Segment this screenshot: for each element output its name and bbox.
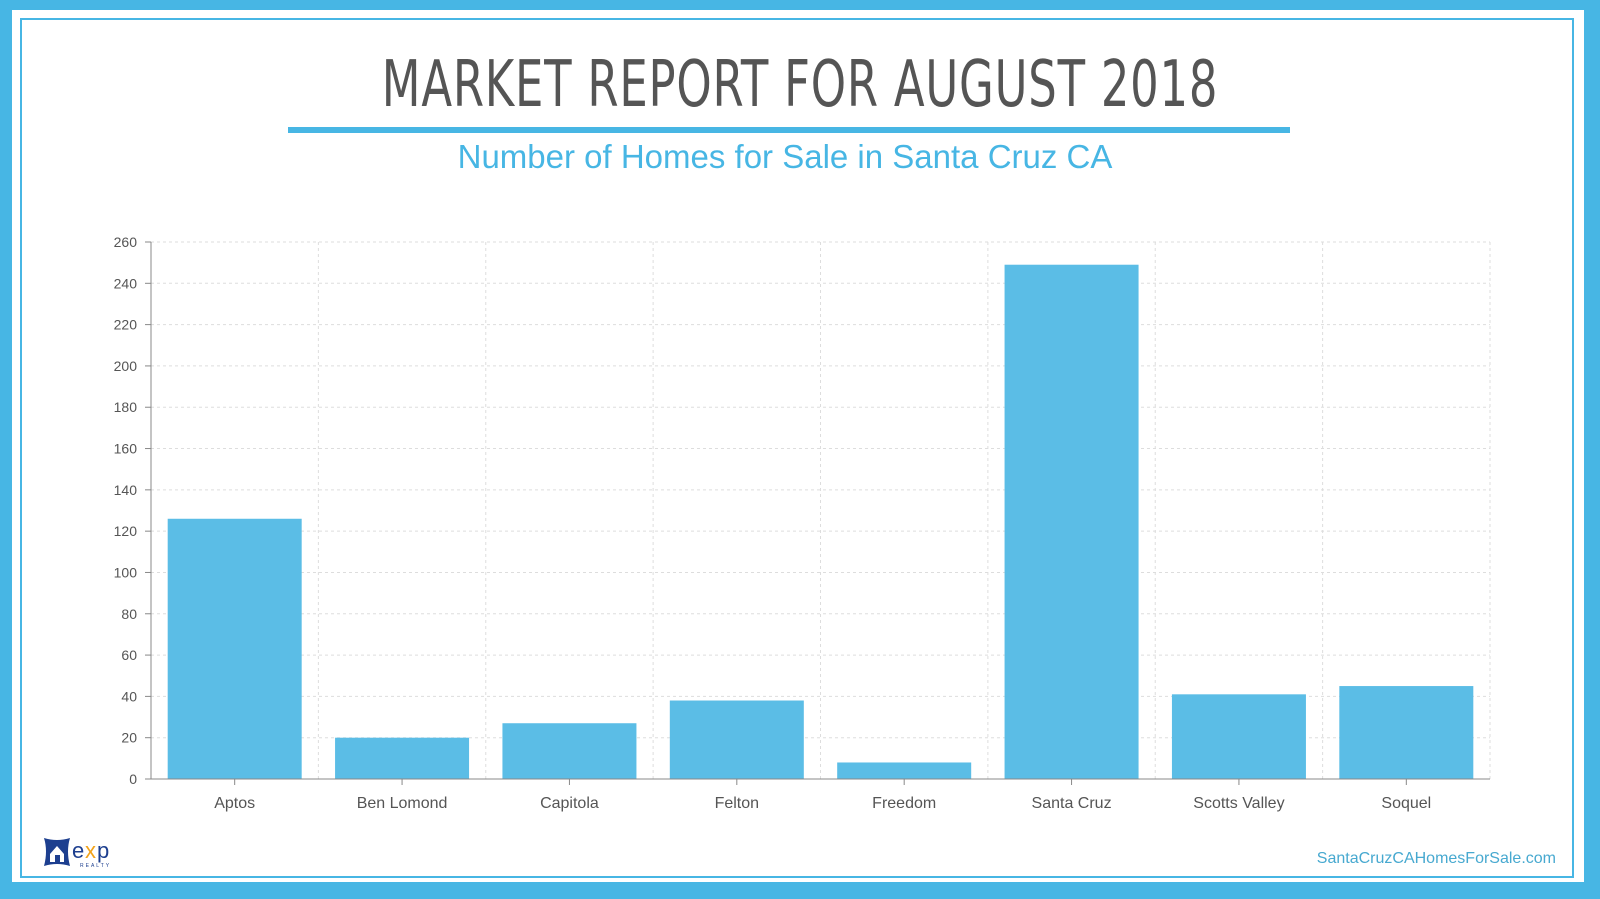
svg-text:x: x xyxy=(85,838,96,863)
y-tick-label: 180 xyxy=(114,399,138,415)
exp-realty-logo: e x p REALTY xyxy=(42,836,124,869)
y-tick-label: 120 xyxy=(114,523,138,539)
y-tick-label: 40 xyxy=(121,688,137,704)
y-tick-label: 140 xyxy=(114,482,138,498)
y-tick-label: 220 xyxy=(114,317,138,333)
bar-soquel xyxy=(1339,686,1474,779)
bar-ben-lomond xyxy=(335,737,470,779)
grid xyxy=(151,241,1491,779)
y-tick-label: 240 xyxy=(114,275,138,291)
bars xyxy=(167,264,1474,779)
y-tick-label: 20 xyxy=(121,730,137,746)
x-tick-label: Soquel xyxy=(1381,795,1431,812)
title-underline xyxy=(288,127,1290,133)
x-tick-label: Capitola xyxy=(540,795,599,812)
bar-santa-cruz xyxy=(1004,264,1139,779)
svg-text:REALTY: REALTY xyxy=(80,863,111,868)
y-tick-label: 100 xyxy=(114,564,138,580)
x-tick-label: Felton xyxy=(715,795,759,812)
tick-labels: 0 20 40 60 80 100 120 140 160 180 200 220 240 260 Apto… xyxy=(114,234,1432,812)
bar-capitola xyxy=(502,723,637,779)
x-tick-label: Santa Cruz xyxy=(1032,795,1112,812)
website-link[interactable]: SantaCruzCAHomesForSale.com xyxy=(1316,850,1556,867)
x-tick-label: Freedom xyxy=(872,795,936,812)
x-tick-label: Ben Lomond xyxy=(357,795,448,812)
y-tick-label: 60 xyxy=(121,647,137,663)
y-tick-label: 160 xyxy=(114,441,138,457)
x-tick-label: Scotts Valley xyxy=(1193,795,1284,812)
bar-felton xyxy=(669,700,804,779)
page-title: MARKET REPORT FOR AUGUST 2018 xyxy=(381,48,1219,122)
svg-text:e: e xyxy=(72,838,84,863)
axes xyxy=(145,241,1490,785)
svg-text:p: p xyxy=(97,838,109,863)
y-tick-label: 200 xyxy=(114,358,138,374)
bar-aptos xyxy=(167,518,302,779)
bar-freedom xyxy=(837,762,972,779)
y-tick-label: 80 xyxy=(121,606,137,622)
y-tick-label: 260 xyxy=(114,234,138,250)
bar-scotts-valley xyxy=(1171,694,1306,779)
x-tick-label: Aptos xyxy=(214,795,255,812)
chart-subtitle: Number of Homes for Sale in Santa Cruz C… xyxy=(457,138,1113,175)
y-tick-label: 0 xyxy=(129,771,137,787)
